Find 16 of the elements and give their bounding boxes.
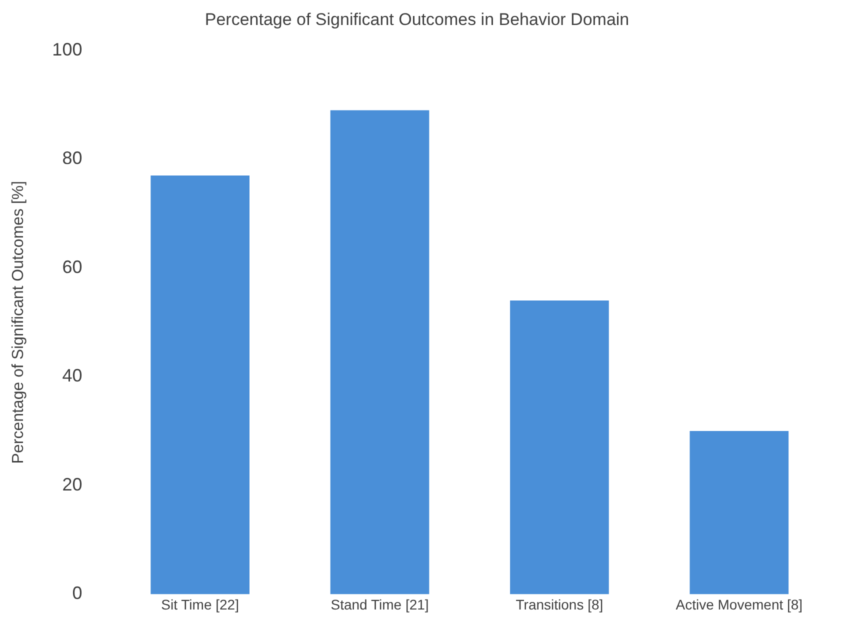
bar <box>330 110 430 594</box>
y-tick-label: 20 <box>62 474 82 494</box>
y-tick-label: 100 <box>52 39 82 60</box>
y-tick-label: 80 <box>62 148 82 168</box>
x-tick-label: Active Movement [8] <box>676 596 803 612</box>
x-tick-label: Stand Time [21] <box>330 596 429 612</box>
bar <box>150 175 250 594</box>
y-axis-title: Percentage of Significant Outcomes [%] <box>10 180 28 464</box>
bar <box>510 300 609 594</box>
y-tick-label: 0 <box>72 583 82 604</box>
y-tick-label: 40 <box>62 366 82 386</box>
y-tick-label: 60 <box>62 256 82 277</box>
bar <box>690 431 789 594</box>
chart-title: Percentage of Significant Outcomes in Behavior Domain <box>204 10 630 29</box>
x-tick-label: Transitions [8] <box>516 596 604 612</box>
x-tick-label: Sit Time [22] <box>161 596 239 612</box>
